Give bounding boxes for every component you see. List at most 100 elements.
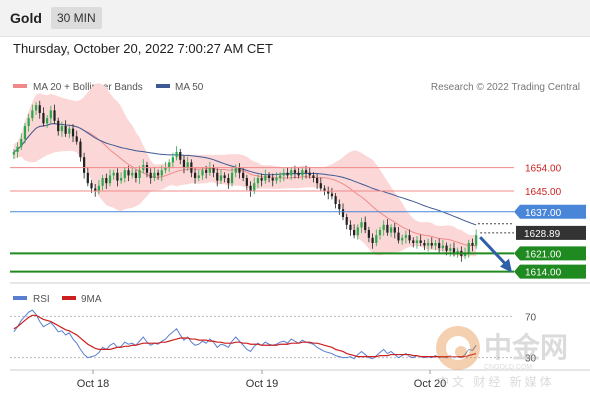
rsi-tick-label: 70: [525, 312, 537, 323]
candle-body: [445, 245, 448, 251]
candle-body: [127, 170, 130, 176]
candle-body: [290, 170, 293, 176]
candle: [97, 180, 101, 195]
level-label: 1654.00: [525, 164, 562, 175]
top-bar: Gold 30 MIN: [0, 0, 590, 37]
candle-body: [12, 152, 15, 155]
candle-body: [216, 172, 219, 181]
candle-body: [389, 227, 393, 233]
candle-body: [193, 172, 197, 178]
candle-body: [297, 172, 300, 176]
candle-body: [401, 237, 404, 241]
candle-body: [275, 178, 278, 181]
candle-body: [338, 204, 341, 210]
candle-body: [94, 188, 97, 191]
candle-body: [375, 235, 378, 243]
candle-body: [319, 183, 322, 189]
candle-body: [105, 178, 108, 184]
candle-body: [156, 172, 160, 176]
asset-title: Gold: [10, 10, 42, 26]
candle: [156, 169, 160, 180]
candle-body: [293, 170, 297, 173]
candle-body: [134, 172, 138, 178]
legend-swatch-9ma: [62, 296, 76, 300]
candle: [327, 186, 330, 200]
candle-body: [279, 175, 282, 178]
candle-body: [171, 157, 174, 163]
candle-body: [238, 167, 241, 173]
candle: [193, 168, 197, 184]
candle: [279, 172, 282, 183]
candle-body: [101, 178, 104, 186]
candle-body: [79, 141, 82, 158]
ma50-line: [13, 123, 477, 226]
candle: [83, 152, 86, 179]
candle-body: [116, 172, 119, 181]
candle: [330, 187, 334, 200]
candle: [27, 113, 30, 132]
candle-body: [323, 188, 326, 191]
candle: [127, 165, 130, 182]
candle-body: [312, 175, 315, 178]
candle: [282, 168, 285, 182]
level-pivot: 1637.00: [10, 204, 586, 219]
candle-body: [245, 178, 248, 186]
candle: [182, 155, 186, 174]
candle-body: [249, 185, 252, 191]
price-panel: [10, 282, 590, 371]
candle: [16, 142, 19, 158]
candle: [297, 167, 300, 179]
candle: [319, 177, 322, 192]
candle: [234, 164, 237, 178]
candle: [375, 229, 378, 247]
candle-body: [267, 175, 271, 178]
forecast-arrow: [479, 236, 512, 273]
candle: [312, 172, 315, 183]
candle: [75, 130, 78, 145]
candle: [86, 167, 89, 187]
candle-body: [404, 235, 407, 238]
candle-body: [53, 110, 56, 121]
candle: [216, 168, 219, 187]
candles: [12, 100, 478, 262]
candle-body: [282, 172, 285, 176]
level-tag: [514, 264, 586, 279]
candle: [334, 193, 337, 209]
candle: [438, 238, 441, 254]
candle: [108, 169, 112, 187]
level-tag: [514, 204, 586, 219]
candle: [79, 138, 82, 162]
last-price-tag: [516, 225, 586, 240]
candle-body: [330, 193, 334, 197]
candle-body: [352, 230, 356, 236]
candle-body: [38, 105, 41, 113]
candle-body: [286, 172, 289, 176]
candle-body: [475, 235, 478, 246]
timeframe-badge[interactable]: 30 MIN: [51, 7, 102, 29]
candle: [434, 239, 437, 251]
rsi-ma-line: [13, 314, 477, 358]
candle-body: [412, 240, 415, 243]
candle-body: [271, 178, 274, 181]
candle: [46, 115, 49, 128]
candle: [179, 148, 182, 165]
level-resistance: 1645.00: [10, 187, 562, 198]
legend-swatch-ma20: [13, 84, 27, 88]
candle-body: [341, 209, 345, 217]
candle: [131, 167, 134, 179]
candle: [208, 161, 211, 176]
x-tick-label: Oct 20: [414, 378, 446, 390]
candle-body: [68, 128, 71, 134]
candle-body: [138, 170, 141, 178]
candle-body: [112, 172, 115, 176]
candle: [112, 169, 115, 180]
watermark: 中金网 CNGOLD.COM 中文 财经 新媒体: [436, 326, 568, 389]
legend-label-ma20: MA 20 + Bollinger Bands: [33, 82, 143, 93]
candle-body: [16, 146, 19, 152]
candle: [260, 173, 263, 187]
candle: [349, 220, 352, 236]
candle: [227, 173, 230, 189]
candle-body: [234, 167, 237, 173]
candle-body: [149, 172, 152, 178]
